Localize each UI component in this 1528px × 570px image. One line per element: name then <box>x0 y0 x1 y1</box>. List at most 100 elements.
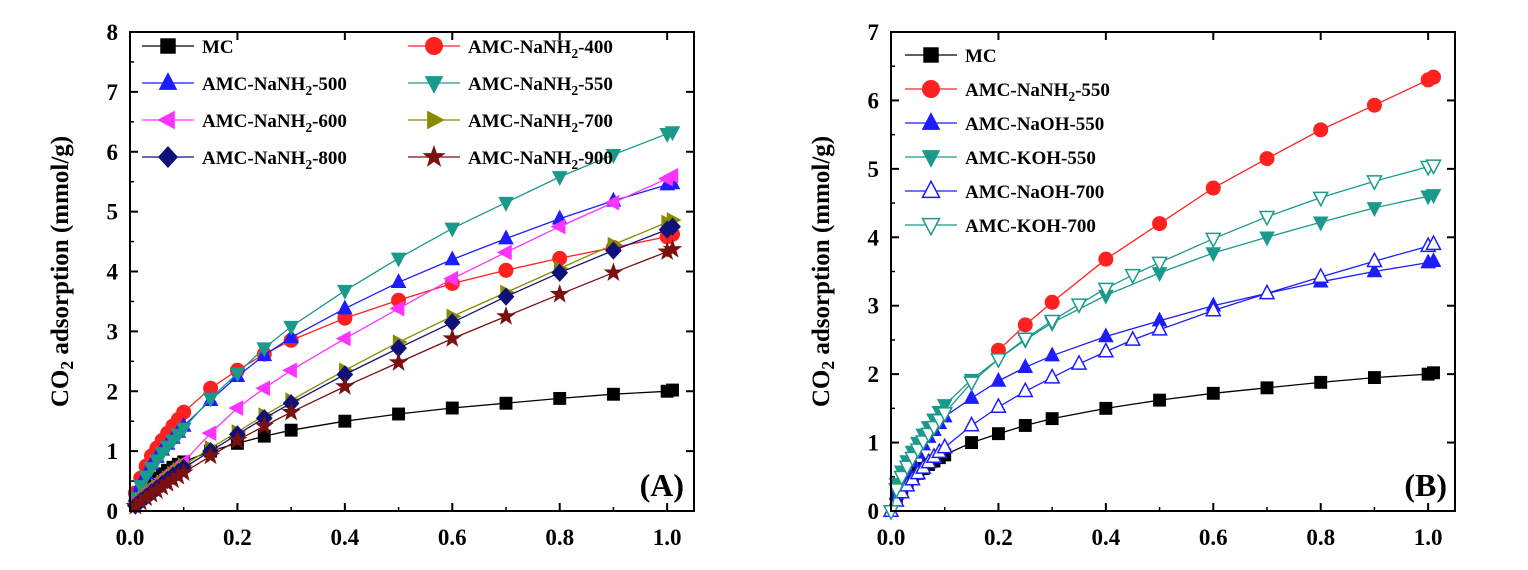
data-point-mc <box>965 436 979 450</box>
data-point-amc-koh-550 <box>1259 231 1275 247</box>
series-amc-nanh2-800 <box>126 217 681 515</box>
data-point-amc-nanh2-550 <box>551 171 568 187</box>
y-tick-label: 4 <box>107 260 119 285</box>
data-point-mc <box>338 414 352 428</box>
legend-label: AMC-KOH-700 <box>965 216 1096 237</box>
data-point-amc-nanh2-900 <box>662 239 683 258</box>
y-tick-label: 4 <box>868 225 880 250</box>
data-point-mc <box>1099 401 1113 415</box>
legend-marker <box>160 38 176 54</box>
data-point-amc-koh-700 <box>1425 159 1442 176</box>
data-point-amc-nanh2-550 <box>138 470 154 486</box>
legend-marker <box>157 146 179 168</box>
data-point-amc-nanh2-900 <box>173 462 194 481</box>
data-point-amc-koh-700 <box>1151 256 1168 273</box>
data-point-mc <box>392 407 406 421</box>
data-point-amc-nanh2-600 <box>550 218 566 235</box>
data-point-amc-naoh-700 <box>1205 300 1222 317</box>
legend-marker <box>922 80 940 98</box>
data-point-amc-nanh2-550 <box>202 392 219 408</box>
series-amc-nanh2-900 <box>125 239 683 515</box>
data-point-amc-nanh2-900 <box>281 401 301 421</box>
data-point-amc-nanh2-500 <box>337 299 353 315</box>
x-tick-label: 0.8 <box>1306 525 1335 550</box>
legend-marker <box>921 150 941 168</box>
data-point-amc-naoh-700 <box>1097 341 1115 358</box>
y-tick-label: 8 <box>107 20 119 45</box>
x-tick-label: 0.6 <box>438 525 467 550</box>
data-point-amc-nanh2-550 <box>1366 97 1382 113</box>
y-axis-title: CO2 adsorption (mmol/g) <box>808 136 838 407</box>
data-point-amc-nanh2-800 <box>497 287 515 306</box>
data-point-amc-naoh-700 <box>990 397 1007 413</box>
legend-label: AMC-NaNH2-800 <box>202 148 347 172</box>
y-tick-label: 5 <box>868 157 880 182</box>
data-point-mc <box>1153 393 1167 407</box>
legend-marker <box>157 110 175 130</box>
data-point-amc-nanh2-800 <box>664 217 681 236</box>
legend-label: AMC-NaOH-550 <box>965 114 1104 135</box>
x-tick-label: 0.8 <box>545 525 574 550</box>
data-point-amc-koh-700 <box>963 376 980 393</box>
legend-label: AMC-NaNH2-550 <box>468 74 613 98</box>
y-tick-label: 0 <box>107 499 119 524</box>
y-tick-label: 7 <box>107 80 119 105</box>
data-point-mc <box>1018 419 1032 432</box>
data-point-mc <box>284 423 298 437</box>
data-point-amc-nanh2-550 <box>1426 69 1442 85</box>
x-tick-label: 1.0 <box>1414 525 1443 550</box>
data-point-amc-naoh-700 <box>936 437 953 454</box>
legend-entry-amc-nanh2-550: AMC-NaNH2-550 <box>408 74 613 98</box>
data-point-amc-nanh2-600 <box>443 270 459 287</box>
data-point-mc <box>553 391 567 405</box>
series-amc-nanh2-550 <box>127 126 681 507</box>
x-tick-label: 0.0 <box>116 525 145 550</box>
data-point-amc-naoh-700 <box>963 415 980 432</box>
x-tick-label: 1.0 <box>653 525 682 550</box>
data-point-amc-koh-700 <box>1258 210 1276 227</box>
data-point-amc-nanh2-550 <box>1152 216 1168 232</box>
data-point-amc-naoh-700 <box>1017 381 1034 398</box>
data-point-amc-nanh2-500 <box>498 229 514 245</box>
data-point-amc-nanh2-900 <box>496 306 516 325</box>
data-point-amc-naoh-550 <box>1366 262 1383 278</box>
data-point-amc-nanh2-600 <box>604 194 620 211</box>
data-point-mc <box>445 401 459 415</box>
data-point-amc-koh-700 <box>898 460 916 477</box>
data-point-amc-nanh2-550 <box>444 222 461 238</box>
series-amc-nanh2-700 <box>129 212 682 513</box>
legend-label: AMC-NaOH-700 <box>965 182 1104 203</box>
data-point-amc-naoh-550 <box>1425 252 1442 267</box>
series-amc-koh-700 <box>882 159 1442 521</box>
y-tick-label: 6 <box>868 88 880 113</box>
data-point-amc-naoh-700 <box>1043 367 1061 384</box>
data-point-amc-naoh-550 <box>990 371 1007 387</box>
data-point-amc-nanh2-550 <box>229 367 246 383</box>
data-point-amc-nanh2-900 <box>254 415 275 435</box>
legend-entry-mc: MC <box>905 46 997 67</box>
data-point-amc-nanh2-550 <box>1098 251 1114 267</box>
legend-label: AMC-NaNH2-500 <box>202 74 347 98</box>
data-point-amc-koh-550 <box>1425 189 1442 204</box>
data-point-amc-naoh-550 <box>1044 346 1060 362</box>
legend-marker <box>158 72 178 90</box>
data-point-mc <box>606 387 620 401</box>
data-point-amc-koh-700 <box>936 407 953 423</box>
data-point-mc <box>1206 386 1220 400</box>
x-tick-label: 0.2 <box>223 525 252 550</box>
data-point-amc-koh-550 <box>936 399 953 415</box>
data-point-mc <box>1427 366 1440 380</box>
data-point-amc-koh-700 <box>990 353 1007 369</box>
y-tick-label: 3 <box>107 319 119 344</box>
y-tick-label: 7 <box>868 20 880 45</box>
data-point-amc-nanh2-550 <box>1205 180 1221 196</box>
data-point-mc <box>1260 381 1274 395</box>
x-tick-label: 0.4 <box>330 525 359 550</box>
data-point-amc-koh-700 <box>1312 191 1329 208</box>
data-point-amc-nanh2-900 <box>388 352 409 371</box>
data-point-amc-nanh2-550 <box>498 196 514 212</box>
legend-label: MC <box>965 46 997 67</box>
legend-entry-amc-naoh-550: AMC-NaOH-550 <box>905 112 1104 135</box>
legend-marker <box>921 112 941 130</box>
